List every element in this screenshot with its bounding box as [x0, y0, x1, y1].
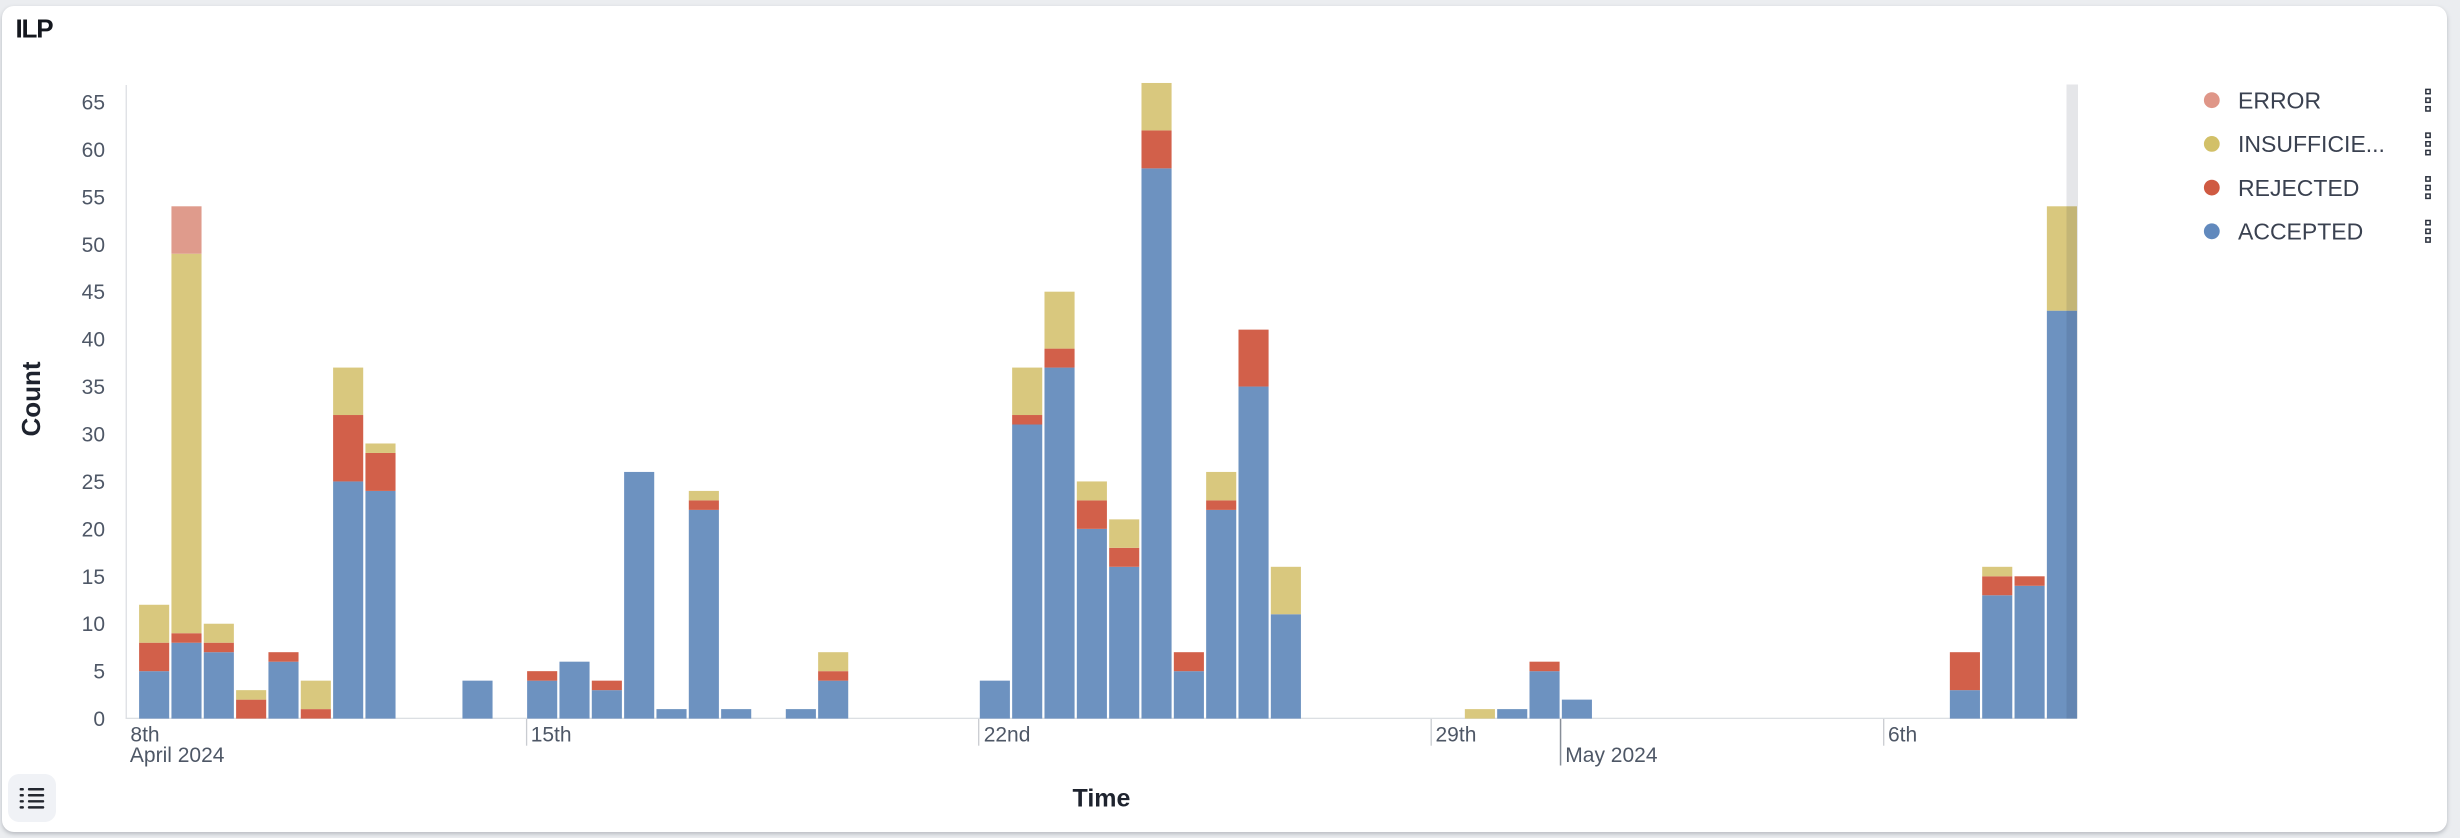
svg-text:15: 15 — [82, 566, 105, 589]
svg-text:6th: 6th — [1888, 724, 1917, 747]
svg-text:5: 5 — [93, 661, 105, 684]
svg-text:REJECTED: REJECTED — [2238, 175, 2359, 201]
svg-text:20: 20 — [82, 518, 105, 541]
svg-text:May 2024: May 2024 — [1565, 744, 1658, 767]
svg-text:ACCEPTED: ACCEPTED — [2238, 219, 2363, 245]
svg-text:ILP: ILP — [16, 14, 54, 44]
svg-text:ERROR: ERROR — [2238, 87, 2321, 113]
svg-text:65: 65 — [82, 91, 105, 114]
svg-text:30: 30 — [82, 424, 105, 447]
svg-text:INSUFFICIE...: INSUFFICIE... — [2238, 131, 2385, 157]
svg-text:60: 60 — [82, 139, 105, 162]
svg-text:25: 25 — [82, 471, 105, 494]
svg-text:40: 40 — [82, 329, 105, 352]
svg-text:8th: 8th — [130, 724, 159, 747]
svg-text:Time: Time — [1073, 784, 1131, 812]
svg-text:Count: Count — [16, 361, 46, 436]
svg-text:10: 10 — [82, 613, 105, 636]
svg-text:50: 50 — [82, 234, 105, 257]
svg-text:15th: 15th — [531, 724, 572, 747]
svg-text:55: 55 — [82, 186, 105, 209]
svg-text:29th: 29th — [1436, 724, 1477, 747]
svg-text:35: 35 — [82, 376, 105, 399]
svg-text:22nd: 22nd — [984, 724, 1031, 747]
svg-text:0: 0 — [93, 708, 105, 731]
svg-text:April 2024: April 2024 — [130, 744, 225, 767]
svg-text:45: 45 — [82, 281, 105, 304]
